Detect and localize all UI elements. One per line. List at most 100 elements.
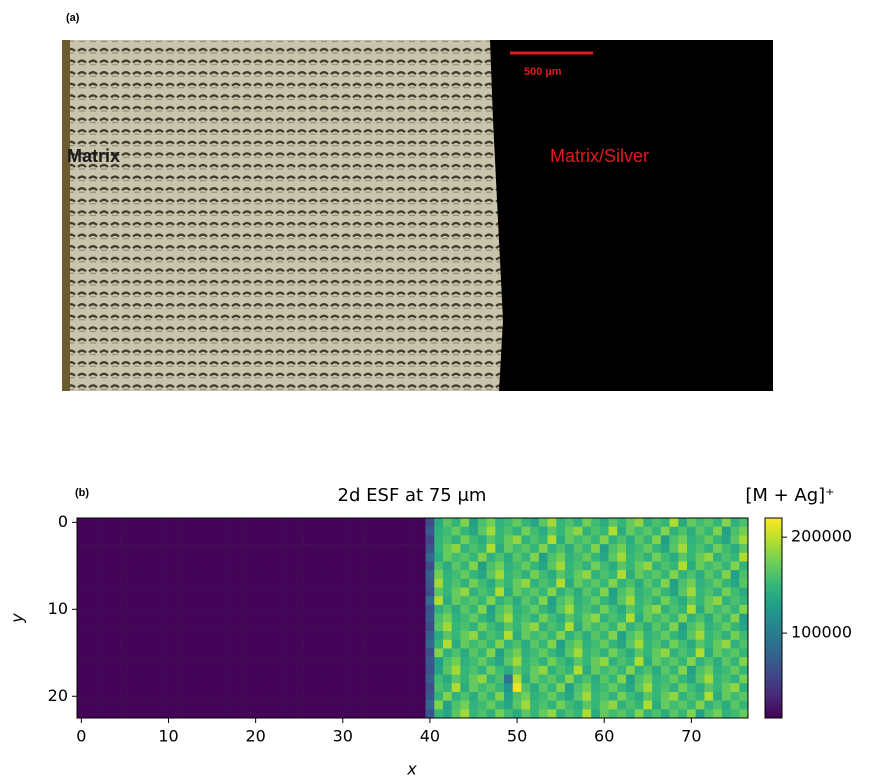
heatmap-cell	[155, 665, 165, 675]
heatmap-cell	[172, 674, 182, 684]
heatmap-cell	[582, 570, 592, 580]
heatmap-cell	[303, 535, 313, 545]
heatmap-cell	[521, 622, 531, 632]
heatmap-cell	[111, 561, 121, 571]
heatmap-cell	[713, 578, 723, 588]
heatmap-cell	[660, 596, 670, 606]
heatmap-cell	[416, 535, 426, 545]
heatmap-cell	[216, 709, 226, 719]
heatmap-cell	[730, 639, 740, 649]
heatmap-cell	[373, 604, 383, 614]
heatmap-cell	[626, 544, 636, 554]
heatmap-cell	[634, 622, 644, 632]
heatmap-cell	[477, 518, 487, 527]
heatmap-cell	[399, 544, 409, 554]
heatmap-cell	[538, 709, 548, 719]
heatmap-cell	[713, 700, 723, 710]
heatmap-cell	[695, 631, 705, 641]
heatmap-cell	[260, 622, 270, 632]
heatmap-cell	[216, 648, 226, 658]
heatmap-cell	[713, 544, 723, 554]
heatmap-cell	[242, 587, 252, 597]
heatmap-cell	[172, 596, 182, 606]
heatmap-cell	[77, 622, 87, 632]
heatmap-cell	[599, 578, 609, 588]
heatmap-cell	[591, 648, 601, 658]
heatmap-cell	[678, 657, 688, 667]
heatmap-cell	[443, 570, 453, 580]
heatmap-cell	[687, 691, 697, 701]
heatmap-cell	[704, 535, 714, 545]
heatmap-cell	[390, 622, 400, 632]
heatmap-cell	[521, 631, 531, 641]
heatmap-cell	[199, 587, 209, 597]
heatmap-cell	[321, 613, 331, 623]
heatmap-cell	[390, 587, 400, 597]
heatmap-cell	[704, 674, 714, 684]
heatmap-cell	[85, 639, 95, 649]
heatmap-cell	[164, 648, 174, 658]
heatmap-cell	[138, 648, 148, 658]
heatmap-cell	[146, 700, 156, 710]
heatmap-cell	[591, 552, 601, 562]
heatmap-cell	[303, 631, 313, 641]
heatmap-cell	[721, 578, 731, 588]
heatmap-cell	[582, 709, 592, 719]
heatmap-cell	[660, 665, 670, 675]
heatmap-cell	[582, 657, 592, 667]
heatmap-cell	[451, 674, 461, 684]
heatmap-cell	[538, 561, 548, 571]
heatmap-cell	[695, 604, 705, 614]
heatmap-cell	[660, 622, 670, 632]
heatmap-cell	[190, 700, 200, 710]
heatmap-cell	[565, 709, 575, 719]
heatmap-cell	[390, 613, 400, 623]
heatmap-cell	[111, 631, 121, 641]
colorbar-title: [M + Ag]⁺	[745, 485, 834, 506]
heatmap-cell	[242, 648, 252, 658]
heatmap-cell	[355, 639, 365, 649]
heatmap-cell	[364, 535, 374, 545]
heatmap-cell	[582, 561, 592, 571]
heatmap-cell	[434, 544, 444, 554]
heatmap-cell	[146, 561, 156, 571]
heatmap-cell	[85, 544, 95, 554]
heatmap-cell	[103, 526, 113, 536]
heatmap-cell	[268, 639, 278, 649]
heatmap-cell	[321, 657, 331, 667]
heatmap-cell	[678, 613, 688, 623]
x-tick-label: 0	[76, 727, 86, 746]
heatmap-cell	[347, 604, 357, 614]
heatmap-cell	[338, 561, 348, 571]
heatmap-cell	[713, 665, 723, 675]
heatmap-cell	[669, 700, 679, 710]
heatmap-cell	[338, 639, 348, 649]
heatmap-cell	[469, 683, 479, 693]
heatmap-cell	[277, 552, 287, 562]
heatmap-cell	[277, 570, 287, 580]
heatmap-cell	[390, 700, 400, 710]
heatmap-cell	[530, 622, 540, 632]
heatmap-cell	[103, 518, 113, 527]
heatmap-cell	[573, 691, 583, 701]
heatmap-cell	[573, 561, 583, 571]
heatmap-cell	[138, 535, 148, 545]
heatmap-cell	[329, 552, 339, 562]
heatmap-cell	[704, 631, 714, 641]
heatmap-cell	[103, 544, 113, 554]
heatmap-cell	[286, 622, 296, 632]
heatmap-cell	[94, 691, 104, 701]
heatmap-cell	[512, 665, 522, 675]
heatmap-cell	[294, 604, 304, 614]
heatmap-cell	[556, 631, 566, 641]
heatmap-cell	[338, 665, 348, 675]
heatmap-cell	[713, 587, 723, 597]
heatmap-cell	[373, 665, 383, 675]
heatmap-cell	[643, 657, 653, 667]
heatmap-cell	[678, 518, 688, 527]
heatmap-cell	[687, 578, 697, 588]
heatmap-cell	[652, 709, 662, 719]
heatmap-cell	[739, 683, 749, 693]
heatmap-cell	[565, 657, 575, 667]
heatmap-cell	[469, 570, 479, 580]
